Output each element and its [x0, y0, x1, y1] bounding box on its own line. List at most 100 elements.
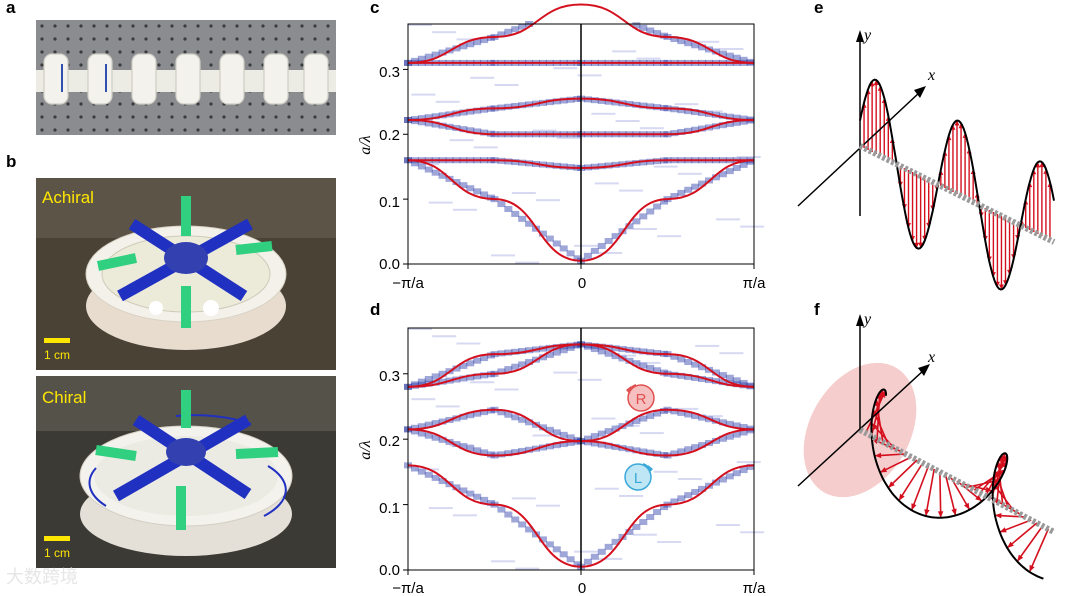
density-blob [473, 373, 482, 380]
density-blob [473, 188, 482, 195]
watermark: 大数跨境 [6, 567, 78, 587]
density-blob [410, 160, 419, 167]
density-blob [739, 56, 748, 63]
density-blob [746, 382, 755, 389]
density-blob [410, 381, 419, 388]
density-blob [597, 97, 606, 104]
density-blob [497, 201, 506, 208]
polarization-arrowhead [963, 502, 970, 510]
density-streak [449, 139, 474, 142]
density-blob [566, 344, 575, 351]
density-blob [632, 447, 641, 454]
density-blob [504, 205, 513, 212]
density-blob [566, 556, 575, 563]
density-streak [698, 110, 723, 113]
density-blob [473, 357, 482, 364]
density-blob [552, 344, 561, 351]
density-blob [725, 120, 734, 127]
density-blob [424, 432, 433, 439]
wave-envelope-e [859, 78, 1055, 291]
density-blob [559, 431, 568, 438]
density-streak [740, 531, 765, 534]
density-blob [691, 489, 700, 496]
density-blob [573, 561, 582, 568]
density-blob [653, 410, 662, 417]
density-blob [670, 353, 679, 360]
y-axis-title: a/λ [357, 135, 374, 154]
density-blob [538, 354, 547, 361]
density-streak [411, 398, 436, 401]
density-blob [452, 45, 461, 52]
density-blob [417, 119, 426, 126]
density-blob [473, 39, 482, 46]
polarization-arrow [1006, 522, 1038, 549]
density-blob [725, 168, 734, 175]
x-axis-f [797, 369, 925, 487]
polarization-arrowhead [911, 503, 917, 511]
density-blob [660, 198, 669, 205]
density-blob [417, 423, 426, 430]
density-blob [459, 126, 468, 133]
density-blob [597, 348, 606, 355]
density-blob [684, 411, 693, 418]
density-blob [604, 442, 613, 449]
density-blob [511, 516, 520, 523]
density-blob [691, 183, 700, 190]
density-blob [480, 106, 489, 113]
density-blob [684, 373, 693, 380]
linear-polarization-diagram: y x [797, 27, 1056, 291]
polarization-arrow [1016, 525, 1044, 562]
density-blob [424, 376, 433, 383]
density-streak [574, 550, 599, 553]
density-blob [718, 476, 727, 483]
density-blob [718, 419, 727, 426]
band-chart-d: 0.0 0.1 0.2 0.3 −π/a 0 π/a a/λ R L [357, 327, 767, 596]
density-streak [695, 40, 720, 43]
tick-marks-c [403, 68, 755, 269]
density-blob [732, 431, 741, 438]
polarization-arrowhead [914, 242, 920, 248]
band-series-5 [407, 3, 755, 64]
density-blob [459, 375, 468, 382]
y-axis-arrow-e [856, 30, 864, 42]
density-streak [473, 146, 498, 149]
density-streak [612, 354, 637, 357]
density-blob [632, 360, 641, 367]
density-blob [684, 40, 693, 47]
density-blob [424, 114, 433, 121]
density-blob [480, 37, 489, 44]
density-blob [639, 348, 648, 355]
density-blob [552, 98, 561, 105]
density-blob [525, 359, 534, 366]
density-blob [698, 180, 707, 187]
circular-polarization-diagram: y x [797, 311, 1056, 580]
density-blob [431, 121, 440, 128]
density-blob [552, 546, 561, 553]
density-blob [711, 479, 720, 486]
panel-label-b: b [6, 152, 17, 171]
achiral-disk-image [36, 178, 336, 370]
ytick-label: 0.3 [379, 368, 400, 385]
density-blob [480, 129, 489, 136]
density-map-d [404, 328, 765, 570]
density-blob [604, 98, 613, 105]
density-blob [604, 543, 613, 550]
x-label-f: x [927, 349, 935, 366]
polarization-arrowhead [1000, 461, 1008, 468]
density-blob [684, 492, 693, 499]
density-blob [438, 370, 447, 377]
density-blob [504, 103, 513, 110]
ytick-label: 0.0 [379, 562, 400, 579]
density-blob [597, 441, 606, 448]
density-blob [511, 363, 520, 370]
density-blob [417, 163, 426, 170]
density-streak [619, 494, 644, 497]
density-blob [497, 31, 506, 38]
density-streak [615, 424, 640, 427]
density-streak [619, 189, 644, 192]
density-blob [711, 437, 720, 444]
density-blob [718, 372, 727, 379]
xtick-label: π/a [743, 580, 767, 596]
density-blob [711, 48, 720, 55]
density-streak [698, 415, 723, 418]
